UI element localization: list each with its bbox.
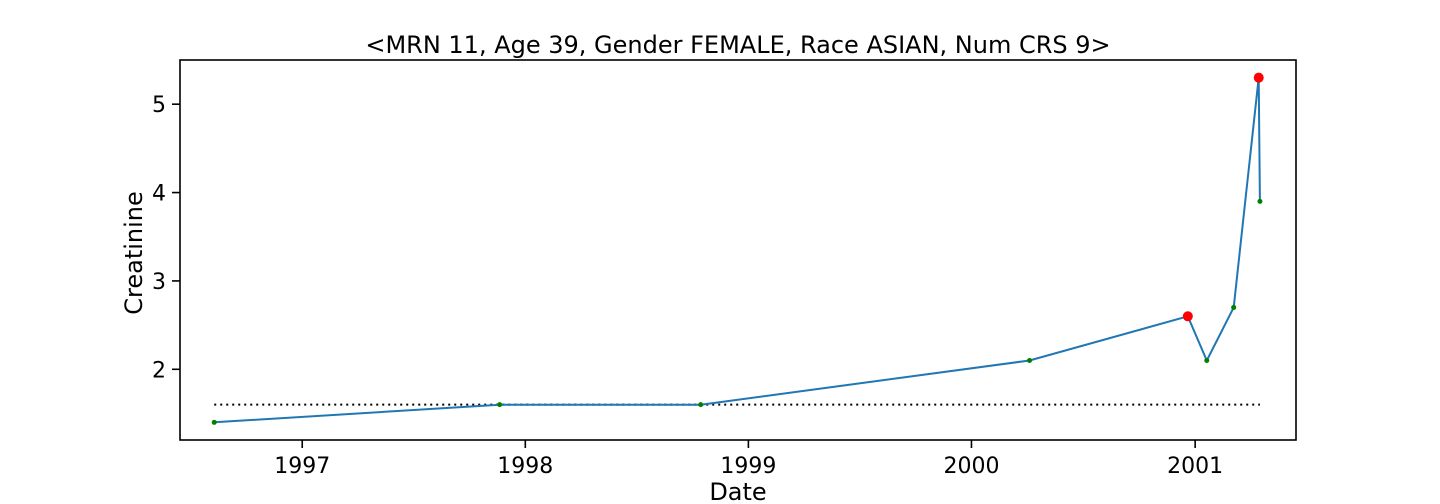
flagged-data-point bbox=[1253, 72, 1264, 83]
data-point bbox=[1027, 357, 1033, 363]
x-axis: 1997 1998 1999 2000 2001 bbox=[274, 440, 1223, 479]
data-point bbox=[698, 402, 704, 408]
series-line bbox=[214, 77, 1261, 424]
x-axis-label: Date bbox=[709, 478, 766, 504]
points-layer bbox=[211, 72, 1264, 425]
y-tick-label: 5 bbox=[152, 93, 166, 118]
y-axis: 2 3 4 5 bbox=[152, 93, 180, 383]
y-tick-label: 4 bbox=[152, 182, 166, 207]
x-tick-label: 2001 bbox=[1167, 454, 1223, 479]
flagged-data-point bbox=[1182, 311, 1193, 322]
data-point bbox=[497, 402, 503, 408]
y-tick-label: 3 bbox=[152, 270, 166, 295]
data-point bbox=[1204, 357, 1210, 363]
series-layer bbox=[214, 77, 1261, 424]
y-axis-label: Creatinine bbox=[120, 191, 148, 315]
x-tick-label: 1999 bbox=[720, 454, 776, 479]
x-tick-label: 1998 bbox=[497, 454, 553, 479]
data-point bbox=[211, 419, 217, 425]
x-tick-label: 1997 bbox=[274, 454, 330, 479]
x-tick-label: 2000 bbox=[943, 454, 999, 479]
y-tick-label: 2 bbox=[152, 358, 166, 383]
plot-frame bbox=[179, 59, 1297, 441]
chart-title: <MRN 11, Age 39, Gender FEMALE, Race ASI… bbox=[365, 31, 1110, 59]
data-point bbox=[1231, 304, 1237, 310]
data-point bbox=[1257, 198, 1263, 204]
